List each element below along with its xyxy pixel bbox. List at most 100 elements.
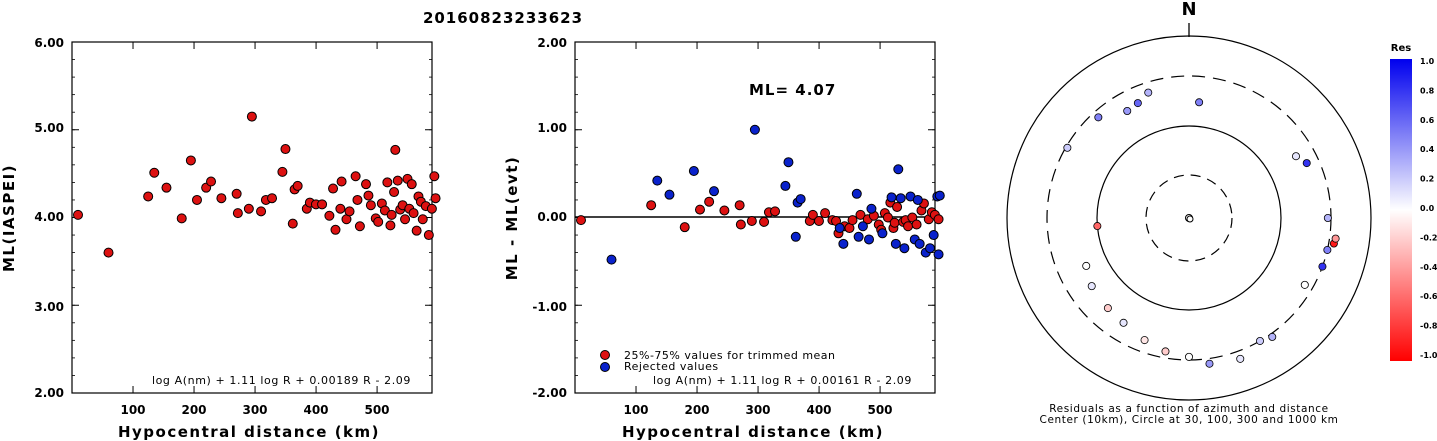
trimmed-point bbox=[882, 212, 893, 223]
station-marker bbox=[1236, 354, 1245, 363]
station-point bbox=[406, 179, 417, 190]
station-point bbox=[176, 213, 187, 224]
x-tick-label: 400 bbox=[806, 403, 831, 417]
panel-azimuth-residuals: N Residuals as a function of azimuth and… bbox=[1006, 0, 1372, 426]
colorbar-tick-label: -1.0 bbox=[1420, 351, 1437, 360]
station-point bbox=[392, 175, 403, 186]
station-point bbox=[328, 183, 339, 194]
colorbar-tick-label: -0.2 bbox=[1420, 233, 1437, 242]
x-tick-label: 300 bbox=[745, 403, 770, 417]
station-point bbox=[191, 194, 202, 205]
rejected-point bbox=[899, 243, 910, 254]
station-point bbox=[267, 193, 278, 204]
station-marker bbox=[1123, 107, 1132, 116]
trimmed-point bbox=[735, 219, 746, 230]
rejected-point bbox=[914, 238, 925, 249]
formula-label: log A(nm) + 1.11 log R + 0.00161 R - 2.0… bbox=[653, 374, 912, 387]
trimmed-point bbox=[911, 219, 922, 230]
rejected-point bbox=[890, 238, 901, 249]
station-point bbox=[382, 177, 393, 188]
rejected-point bbox=[866, 203, 877, 214]
station-point bbox=[373, 216, 384, 227]
station-marker bbox=[1087, 282, 1096, 291]
rejected-point bbox=[864, 234, 874, 245]
colorbar-tick-label: 0.0 bbox=[1420, 204, 1435, 213]
station-point bbox=[344, 206, 355, 217]
y-axis-label: ML - ML(evt) bbox=[503, 156, 521, 280]
rejected-point bbox=[790, 231, 801, 242]
colorbar-tick-label: -0.8 bbox=[1420, 322, 1437, 331]
station-point bbox=[361, 179, 371, 190]
colorbar-tick-label: -0.4 bbox=[1420, 263, 1437, 272]
station-marker bbox=[1302, 159, 1311, 168]
y-tick-label: 0.00 bbox=[537, 210, 567, 224]
range-ring-100km bbox=[1096, 125, 1282, 311]
station-marker bbox=[1331, 234, 1340, 243]
y-tick-label: 4.00 bbox=[34, 210, 64, 224]
rejected-point bbox=[783, 157, 794, 168]
station-point bbox=[103, 247, 114, 258]
rejected-point bbox=[838, 238, 849, 249]
station-marker bbox=[1094, 113, 1103, 122]
trimmed-point bbox=[719, 205, 730, 216]
station-marker bbox=[1195, 98, 1204, 107]
trimmed-point bbox=[734, 200, 745, 211]
colorbar-tick-label: 1.0 bbox=[1420, 57, 1435, 66]
station-point bbox=[365, 200, 376, 211]
station-point bbox=[143, 191, 154, 202]
station-marker bbox=[1323, 245, 1332, 254]
station-point bbox=[408, 208, 419, 219]
colorbar-tick-label: 0.4 bbox=[1420, 145, 1435, 154]
rejected-point bbox=[606, 254, 617, 265]
range-ring-30km bbox=[1145, 174, 1233, 262]
legend-label-trimmed: 25%-75% values for trimmed mean bbox=[624, 349, 836, 362]
x-tick-label: 300 bbox=[242, 403, 267, 417]
station-point bbox=[231, 188, 242, 199]
trimmed-point bbox=[746, 216, 757, 227]
station-point bbox=[350, 171, 361, 182]
station-point bbox=[354, 221, 365, 232]
rejected-point bbox=[895, 193, 906, 204]
station-point bbox=[149, 167, 160, 178]
trimmed-point bbox=[770, 206, 781, 217]
trimmed-point bbox=[813, 216, 824, 227]
colorbar-gradient bbox=[1390, 59, 1412, 361]
rejected-point bbox=[934, 190, 945, 201]
caption-line-1: Residuals as a function of azimuth and d… bbox=[1049, 403, 1329, 415]
station-points bbox=[1063, 88, 1340, 368]
rejected-point bbox=[853, 231, 864, 242]
station-point bbox=[216, 193, 227, 204]
rejected-point bbox=[749, 124, 760, 135]
panel-ml-iaspei: 6.00 5.00 4.00 3.00 2.00 100 200 300 400… bbox=[0, 36, 441, 441]
station-point bbox=[385, 220, 396, 231]
station-marker bbox=[1318, 262, 1327, 271]
caption-line-2: Center (10km), Circle at 30, 100, 300 an… bbox=[1040, 414, 1339, 426]
rejected-point bbox=[834, 223, 845, 234]
rejected-point bbox=[652, 175, 663, 186]
x-tick-label: 100 bbox=[120, 403, 145, 417]
rejected-point bbox=[928, 230, 939, 241]
station-marker bbox=[1161, 347, 1170, 356]
rejected-point bbox=[886, 192, 897, 203]
x-tick-label: 500 bbox=[867, 403, 892, 417]
y-tick-label: 1.00 bbox=[537, 121, 567, 135]
station-point bbox=[232, 208, 243, 219]
legend-marker-trimmed bbox=[600, 350, 610, 360]
trimmed-point bbox=[576, 215, 586, 226]
station-point bbox=[417, 214, 428, 225]
rejected-point bbox=[709, 186, 720, 197]
station-point bbox=[256, 206, 267, 217]
x-tick-label: 100 bbox=[623, 403, 648, 417]
trimmed-point bbox=[646, 200, 657, 211]
station-marker bbox=[1063, 143, 1072, 152]
station-point bbox=[287, 218, 298, 229]
station-marker bbox=[1119, 318, 1128, 327]
y-tick-label: 2.00 bbox=[537, 36, 567, 50]
station-point bbox=[161, 182, 172, 193]
rejected-point bbox=[857, 221, 868, 232]
station-point bbox=[206, 176, 217, 187]
trimmed-point bbox=[704, 196, 715, 207]
trimmed-point bbox=[855, 209, 866, 220]
rejected-point bbox=[925, 243, 936, 254]
